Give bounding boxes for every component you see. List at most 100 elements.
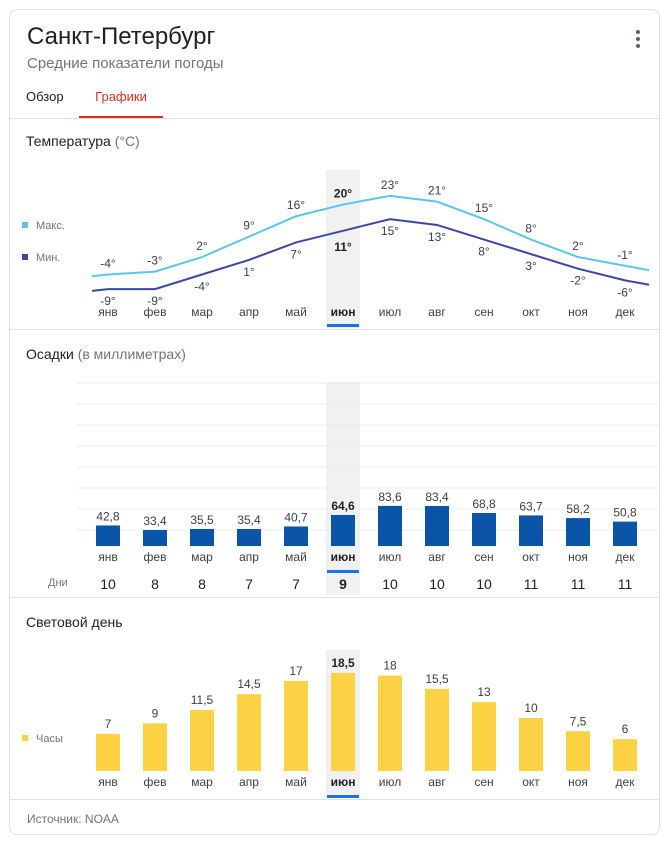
tab-overview[interactable]: Обзор bbox=[26, 89, 64, 104]
precipitation-month-label[interactable]: ноя bbox=[568, 550, 588, 564]
legend-hours-swatch bbox=[22, 735, 28, 741]
temperature-month-label[interactable]: мар bbox=[191, 305, 213, 319]
precipitation-month-label[interactable]: янв bbox=[98, 550, 118, 564]
daylight-bar bbox=[425, 688, 449, 771]
precipitation-days-value: 7 bbox=[245, 576, 253, 592]
temperature-month-label[interactable]: янв bbox=[98, 305, 118, 319]
temperature-month-label[interactable]: фев bbox=[144, 305, 167, 319]
daylight-month-label[interactable]: янв bbox=[98, 775, 118, 789]
daylight-value-label: 7 bbox=[105, 717, 112, 731]
temp-max-label: 20° bbox=[334, 187, 352, 201]
temp-max-label: 23° bbox=[381, 178, 399, 192]
daylight-month-label[interactable]: мар bbox=[191, 775, 213, 789]
temperature-line-max bbox=[91, 194, 650, 278]
precipitation-month-label[interactable]: мар bbox=[191, 550, 213, 564]
daylight-month-label[interactable]: май bbox=[285, 775, 307, 789]
precipitation-value-label: 64,6 bbox=[331, 499, 355, 513]
precipitation-bar bbox=[143, 529, 167, 546]
daylight-value-label: 15,5 bbox=[425, 672, 449, 686]
precipitation-days-value: 10 bbox=[382, 576, 398, 592]
source-note: Источник: NOAA bbox=[27, 812, 119, 826]
temp-min-label: -4° bbox=[194, 280, 210, 294]
temp-min-label: -2° bbox=[570, 274, 586, 288]
precipitation-value-label: 83,6 bbox=[378, 490, 402, 504]
daylight-bar bbox=[237, 694, 261, 771]
temp-max-label: 8° bbox=[525, 222, 537, 236]
daylight-month-label[interactable]: дек bbox=[616, 775, 636, 789]
daylight-month-label[interactable]: ноя bbox=[568, 775, 588, 789]
temperature-month-label[interactable]: июн bbox=[331, 305, 356, 319]
temperature-divider bbox=[10, 329, 659, 330]
precipitation-title: Осадки (в миллиметрах) bbox=[26, 346, 186, 362]
daylight-value-label: 11,5 bbox=[191, 693, 214, 707]
precipitation-month-label[interactable]: окт bbox=[522, 550, 540, 564]
daylight-bar bbox=[190, 710, 214, 771]
temp-min-label: -6° bbox=[617, 285, 633, 299]
temp-min-label: 1° bbox=[243, 265, 255, 279]
selected-month-indicator-temperature bbox=[327, 324, 359, 327]
precipitation-month-label[interactable]: дек bbox=[616, 550, 636, 564]
daylight-month-label[interactable]: апр bbox=[239, 775, 259, 789]
tab-charts[interactable]: Графики bbox=[79, 80, 163, 118]
precipitation-bar bbox=[96, 525, 120, 546]
daylight-month-label[interactable]: окт bbox=[522, 775, 540, 789]
precipitation-days-value: 10 bbox=[476, 576, 492, 592]
temperature-line-min bbox=[91, 218, 650, 292]
precipitation-month-label[interactable]: май bbox=[285, 550, 307, 564]
daylight-value-label: 7,5 bbox=[570, 714, 587, 728]
precipitation-days-value: 11 bbox=[618, 576, 633, 592]
temperature-month-label[interactable]: дек bbox=[616, 305, 636, 319]
tabs-divider bbox=[10, 118, 659, 119]
temp-max-label: -3° bbox=[147, 254, 163, 268]
temperature-month-label[interactable]: авг bbox=[428, 305, 446, 319]
daylight-value-label: 18,5 bbox=[331, 656, 355, 670]
more-vert-icon[interactable] bbox=[635, 30, 641, 50]
precipitation-days-value: 10 bbox=[429, 576, 445, 592]
temp-min-label: 8° bbox=[478, 245, 490, 259]
daylight-month-label[interactable]: авг bbox=[428, 775, 446, 789]
weather-charts: -4° -3° 2° 9° 16° 20° 23° 21° 15° 8° 2° -1° -9° -9° -4… bbox=[22, 170, 659, 798]
precipitation-month-label[interactable]: апр bbox=[239, 550, 259, 564]
temperature-month-label[interactable]: май bbox=[285, 305, 307, 319]
temperature-month-label[interactable]: сен bbox=[474, 305, 493, 319]
daylight-value-label: 17 bbox=[289, 664, 303, 678]
precipitation-days-value: 11 bbox=[571, 576, 586, 592]
daylight-month-label[interactable]: фев bbox=[144, 775, 167, 789]
daylight-bar bbox=[96, 733, 120, 771]
daylight-bar bbox=[566, 731, 590, 771]
legend-max-swatch bbox=[22, 222, 28, 228]
precipitation-month-label[interactable]: сен bbox=[474, 550, 493, 564]
daylight-month-label[interactable]: июл bbox=[379, 775, 401, 789]
precipitation-value-label: 42,8 bbox=[96, 509, 120, 523]
city-title: Санкт-Петербург bbox=[27, 23, 216, 50]
precipitation-month-label[interactable]: июн bbox=[331, 550, 356, 564]
precipitation-bar bbox=[613, 521, 637, 546]
precipitation-value-label: 68,8 bbox=[472, 497, 496, 511]
daylight-bar bbox=[613, 739, 637, 771]
daylight-month-label[interactable]: сен bbox=[474, 775, 493, 789]
temp-max-label: 2° bbox=[196, 239, 208, 253]
precipitation-bar bbox=[566, 518, 590, 546]
precipitation-bar bbox=[237, 529, 261, 546]
temperature-title-text: Температура bbox=[26, 133, 111, 149]
temp-min-label: -9° bbox=[147, 294, 163, 308]
temperature-month-label[interactable]: июл bbox=[379, 305, 401, 319]
daylight-month-label[interactable]: июн bbox=[331, 775, 356, 789]
footer-divider bbox=[10, 799, 659, 800]
precipitation-month-label[interactable]: авг bbox=[428, 550, 446, 564]
daylight-value-label: 10 bbox=[524, 701, 538, 715]
temp-min-label: 11° bbox=[334, 240, 352, 254]
temperature-month-label[interactable]: ноя bbox=[568, 305, 588, 319]
precipitation-month-label[interactable]: июл bbox=[379, 550, 401, 564]
precipitation-days-value: 7 bbox=[292, 576, 300, 592]
precipitation-month-label[interactable]: фев bbox=[144, 550, 167, 564]
daylight-bar bbox=[519, 718, 543, 771]
precipitation-value-label: 58,2 bbox=[566, 502, 590, 516]
temperature-month-label[interactable]: апр bbox=[239, 305, 259, 319]
temp-min-label: -9° bbox=[100, 294, 116, 308]
precipitation-value-label: 35,4 bbox=[237, 513, 261, 527]
temperature-month-label[interactable]: окт bbox=[522, 305, 540, 319]
precipitation-title-text: Осадки bbox=[26, 346, 74, 362]
daylight-bar bbox=[284, 680, 308, 771]
legend-min-label: Мин. bbox=[36, 252, 60, 264]
